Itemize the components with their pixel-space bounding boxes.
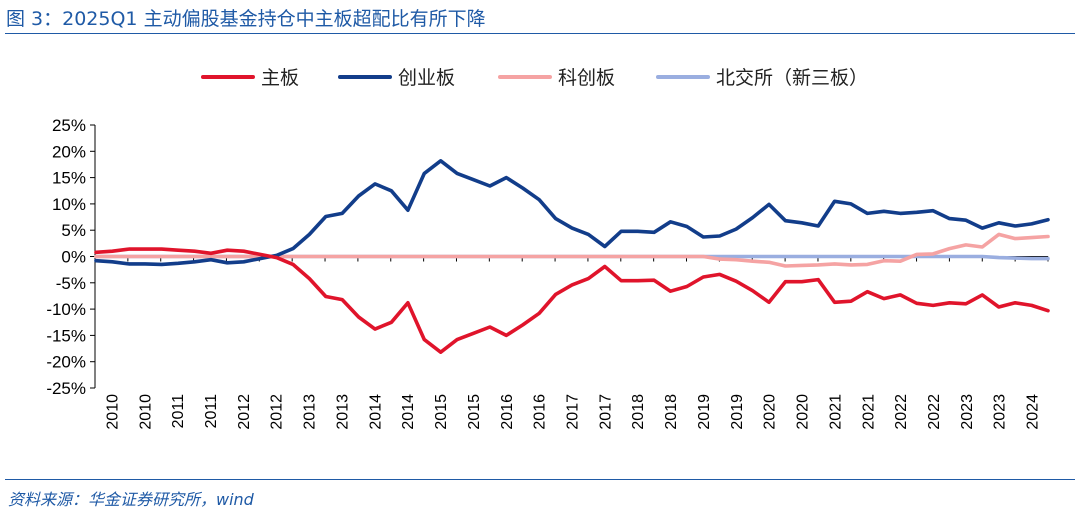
x-tick-label: 2011	[203, 394, 220, 429]
y-tick-label: -15%	[46, 326, 86, 345]
series-line-1	[94, 159, 1050, 267]
x-tick-label: 2022	[926, 394, 943, 430]
chart-axes: 25% 20% 15% 10% 5% 0% -5% -10% -15% -20% -25% 2010 2…	[46, 116, 1049, 430]
figure-title: 图 3：2025Q1 主动偏股基金持仓中主板超配比有所下降	[6, 8, 486, 30]
y-tick-label: 5%	[61, 221, 86, 240]
x-tick-label: 2023	[959, 394, 976, 430]
y-tick-label: 15%	[52, 169, 86, 188]
series-line-0	[94, 247, 1050, 355]
x-tick-label: 2012	[269, 394, 286, 430]
legend-label: 主板	[261, 67, 299, 89]
x-tick-label: 2020	[762, 394, 779, 430]
chart-legend: 主板 创业板 科创板 北交所（新三板）	[201, 67, 868, 89]
x-tick-label: 2012	[236, 394, 253, 430]
line-chart: 主板 创业板 科创板 北交所（新三板） 25% 20% 15% 10% 5% 0% -5% -10%…	[46, 67, 1050, 430]
x-tick-label: 2021	[827, 394, 844, 430]
x-tick-label: 2016	[532, 394, 549, 430]
x-tick-label: 2019	[729, 394, 746, 430]
y-tick-label: -20%	[46, 353, 86, 372]
y-tick-label: -10%	[46, 300, 86, 319]
y-tick-label: -5%	[56, 274, 86, 293]
x-tick-label: 2016	[499, 394, 516, 430]
figure-source: 资料来源：华金证券研究所，wind	[8, 490, 254, 509]
x-tick-label: 2017	[565, 394, 582, 430]
x-tick-label: 2017	[597, 394, 614, 430]
y-tick-label: 0%	[61, 248, 86, 267]
x-tick-label: 2018	[630, 394, 647, 430]
legend-item-3: 北交所（新三板）	[656, 67, 868, 89]
y-tick-label: -25%	[46, 379, 86, 398]
x-tick-label: 2021	[860, 394, 877, 430]
x-tick-label: 2010	[137, 394, 154, 430]
legend-item-0: 主板	[201, 67, 299, 89]
legend-label: 创业板	[398, 67, 455, 89]
x-tick-label: 2018	[663, 394, 680, 430]
x-tick-label: 2020	[795, 394, 812, 430]
x-tick-label: 2013	[334, 394, 351, 430]
x-tick-label: 2015	[466, 394, 483, 430]
x-tick-label: 2019	[696, 394, 713, 430]
x-tick-label: 2015	[433, 394, 450, 430]
source-divider	[5, 479, 1075, 480]
series-line-2	[94, 232, 1050, 268]
x-tick-label: 2011	[170, 394, 187, 429]
legend-label: 北交所（新三板）	[716, 67, 868, 89]
x-tick-label: 2010	[104, 394, 121, 430]
x-tick-label: 2013	[302, 394, 319, 430]
legend-label: 科创板	[558, 67, 615, 89]
x-tick-label: 2014	[367, 394, 384, 430]
x-tick-label: 2014	[400, 394, 417, 430]
y-tick-label: 10%	[52, 195, 86, 214]
y-tick-label: 20%	[52, 142, 86, 161]
legend-item-1: 创业板	[338, 67, 455, 89]
chart-series	[94, 159, 1050, 355]
title-divider	[5, 33, 1075, 34]
x-tick-label: 2024	[1025, 394, 1042, 430]
y-tick-label: 25%	[52, 116, 86, 135]
x-tick-label: 2022	[893, 394, 910, 430]
x-tick-label: 2023	[992, 394, 1009, 430]
legend-item-2: 科创板	[498, 67, 615, 89]
